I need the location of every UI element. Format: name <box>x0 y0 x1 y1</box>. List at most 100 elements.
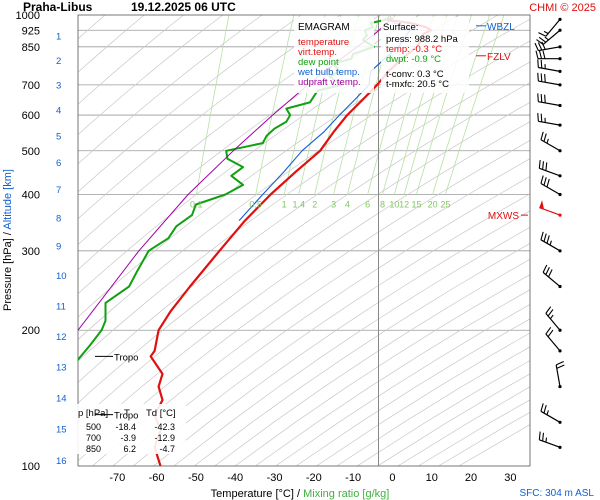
pressure-tick-label: 925 <box>22 25 40 37</box>
dry-adiabat-line <box>214 258 530 466</box>
fzlv-label: FZLV <box>487 52 511 63</box>
wind-barb-dot <box>558 328 562 332</box>
wind-barb-flag <box>546 178 550 188</box>
tropopause-label: Tropo <box>114 411 138 422</box>
wind-barb-staff <box>538 46 561 52</box>
x-tick-label: -40 <box>227 472 243 484</box>
wind-barb-flag <box>545 162 548 171</box>
legend-title: EMAGRAM <box>298 22 350 33</box>
pressure-tick-label: 300 <box>22 246 40 258</box>
wind-barb-flag <box>542 50 546 59</box>
pressure-tick-label: 600 <box>22 110 40 122</box>
table-cell: 850 <box>86 444 101 454</box>
dry-adiabat-line <box>193 243 530 466</box>
wind-barb-flag <box>548 269 553 278</box>
dry-adiabat-line <box>112 176 530 466</box>
altitude-tick-label: 13 <box>56 363 67 374</box>
wind-barb-dot <box>558 28 562 32</box>
y-axis-title-pressure: Pressure [hPa] <box>2 235 14 311</box>
wind-barb-flag <box>537 93 539 102</box>
wind-barb <box>537 72 562 87</box>
table-cell: -12.9 <box>154 433 175 443</box>
wind-barb-half-flag <box>549 240 552 246</box>
dry-adiabat-line <box>92 158 530 466</box>
mixing-ratio-line <box>255 15 295 195</box>
mixing-ratio-label: 0.5 <box>249 199 262 209</box>
wind-barb-dot <box>558 445 562 449</box>
dry-adiabat-line <box>78 15 302 193</box>
mixing-ratio-label: 3 <box>331 199 336 209</box>
wind-barb <box>537 93 562 108</box>
mixing-ratio-label: 10 <box>389 199 399 209</box>
x-tick-label: -30 <box>267 472 283 484</box>
wind-barb-dot <box>558 420 562 424</box>
mixing-ratio-label: 4 <box>345 199 350 209</box>
wind-barb-staff <box>540 410 561 423</box>
wind-barb <box>536 28 562 45</box>
wind-barb-flag <box>541 41 546 50</box>
altitude-tick-label: 15 <box>56 425 67 436</box>
wind-barb <box>555 361 565 389</box>
dry-adiabat-line <box>78 140 530 462</box>
wind-barb-flag <box>556 364 565 369</box>
mixing-ratio-label: 20 <box>428 199 438 209</box>
wind-barb-flag <box>543 404 547 414</box>
legend: EMAGRAM temperature virt.temp. dew point… <box>294 17 374 93</box>
dry-adiabat-line <box>78 40 530 362</box>
surface-info: Surface: press: 988.2 hPa temp: -0.3 °C … <box>381 17 469 93</box>
wind-barb-flag <box>538 36 547 43</box>
dry-adiabat-line <box>78 15 263 165</box>
wind-barb-flag <box>555 361 564 366</box>
wind-barb-flag <box>542 432 545 442</box>
station-name: Praha-Libus <box>23 0 93 14</box>
wind-barb-half-flag <box>545 437 548 443</box>
mixing-ratio-label: 12 <box>399 199 409 209</box>
wind-barb <box>545 306 562 332</box>
wind-profile <box>534 17 565 449</box>
dry-adiabat-line <box>78 15 184 105</box>
plot-frame <box>77 14 531 467</box>
dry-adiabat-line <box>78 18 530 340</box>
wind-barb-dot <box>558 69 562 73</box>
wind-barb-staff <box>538 101 561 107</box>
wind-barb-dot <box>558 83 562 87</box>
wind-barb-flag <box>538 431 541 440</box>
legend-item-updraft: udpraft v.temp. <box>298 77 361 88</box>
wind-barb-staff <box>538 80 561 86</box>
dry-adiabat-line <box>78 82 530 404</box>
pressure-tick-label: 850 <box>22 42 40 54</box>
x-tick-label: -10 <box>345 472 361 484</box>
altitude-tick-label: 2 <box>56 56 61 67</box>
wind-barb-flag <box>547 309 554 317</box>
wind-barb-flag <box>540 231 544 240</box>
dry-adiabat-line <box>132 193 530 466</box>
legend-item-virt-temp: virt.temp. <box>298 47 337 58</box>
wind-barb-flag <box>534 42 539 51</box>
wind-barb <box>534 41 562 52</box>
wind-barb-flag <box>538 50 543 59</box>
altitude-tick-label: 9 <box>56 242 61 253</box>
pressure-tick-label: 500 <box>22 146 40 158</box>
table-header-td: Td [°C] <box>146 408 176 419</box>
table-cell: -3.9 <box>120 433 136 443</box>
wind-barb-dot <box>558 213 562 217</box>
tropopause-label: Tropo <box>114 352 138 363</box>
x-tick-label: -70 <box>109 472 125 484</box>
wind-barb-dot <box>558 123 562 127</box>
wind-barb <box>542 264 562 289</box>
wind-barb-staff <box>542 29 561 45</box>
wind-barb-flag <box>538 160 541 169</box>
pressure-tick-label: 200 <box>22 325 40 337</box>
altitude-tick-label: 11 <box>56 301 66 312</box>
altitude-tick-label: 5 <box>56 131 61 142</box>
x-axis-title-sep: / <box>297 488 303 500</box>
wind-barb-flag <box>543 177 547 186</box>
wind-barb-staff <box>540 182 561 195</box>
dry-adiabat-line <box>78 121 530 443</box>
wind-barb-dot <box>558 174 562 178</box>
wind-barb-staff <box>540 239 561 252</box>
wind-barb-staff <box>538 66 561 72</box>
mixing-ratio-line <box>445 15 505 195</box>
wind-barb-flag <box>547 329 554 338</box>
altitude-tick-label: 12 <box>56 332 67 343</box>
